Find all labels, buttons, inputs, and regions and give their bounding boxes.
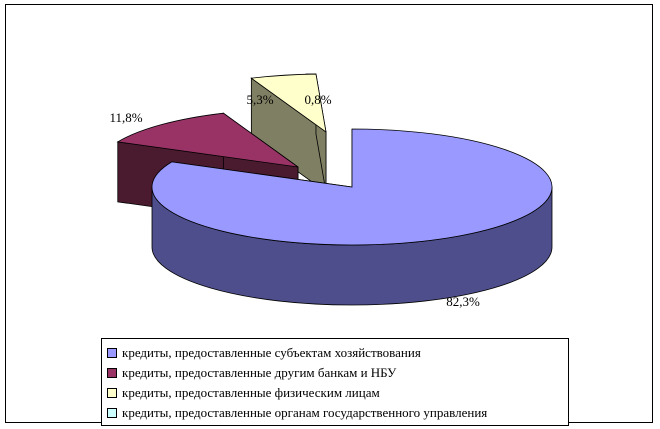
pie-slice-top-2 bbox=[116, 112, 299, 168]
data-label-3: 5,3% bbox=[246, 92, 273, 107]
legend-swatch-1 bbox=[107, 348, 117, 358]
data-label-2: 11,8% bbox=[109, 110, 142, 125]
legend-label-2: кредиты, предоставленные другим банкам и… bbox=[122, 365, 397, 380]
legend-item-1: кредиты, предоставленные субъектам хозяй… bbox=[107, 343, 568, 363]
legend-item-3: кредиты, предоставленные физическим лица… bbox=[107, 383, 568, 403]
data-label-4: 0,8% bbox=[304, 92, 331, 107]
legend: кредиты, предоставленные субъектам хозяй… bbox=[101, 338, 569, 426]
legend-swatch-4 bbox=[107, 408, 117, 418]
legend-label-4: кредиты, предоставленные органам государ… bbox=[122, 405, 488, 420]
legend-item-4: кредиты, предоставленные органам государ… bbox=[107, 403, 568, 423]
data-label-1: 82,3% bbox=[446, 294, 480, 309]
pie-slice-top-3 bbox=[250, 73, 327, 133]
legend-label-3: кредиты, предоставленные физическим лица… bbox=[122, 385, 380, 400]
pie-slice-top-1 bbox=[151, 128, 553, 246]
legend-swatch-3 bbox=[107, 388, 117, 398]
chart-frame: 82,3% 11,8% 5,3% 0,8% кредиты, предоставлен… bbox=[5, 4, 653, 426]
legend-swatch-2 bbox=[107, 368, 117, 378]
pie-chart: 82,3% 11,8% 5,3% 0,8% bbox=[109, 73, 553, 309]
legend-label-1: кредиты, предоставленные субъектам хозяй… bbox=[122, 345, 421, 360]
pie-slice-1 bbox=[151, 128, 553, 306]
pie-slice-3 bbox=[250, 73, 327, 193]
legend-item-2: кредиты, предоставленные другим банкам и… bbox=[107, 363, 568, 383]
